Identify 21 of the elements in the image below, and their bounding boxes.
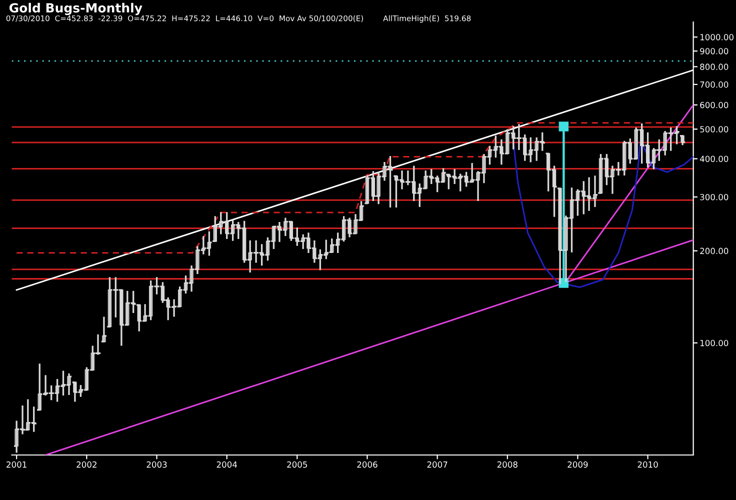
x-tick-label: 2003 — [146, 461, 167, 468]
y-tick-label: 700.00 — [700, 81, 728, 88]
y-tick-label: 600.00 — [700, 102, 728, 108]
x-tick-label: 2009 — [568, 461, 588, 468]
y-tick-label: 300.00 — [700, 194, 728, 200]
x-tick-label: 2001 — [6, 461, 26, 468]
x-tick-label: 2007 — [427, 461, 448, 468]
y-tick-label: 800.00 — [700, 64, 728, 70]
y-tick-label: 400.00 — [700, 156, 728, 162]
y-tick-label: 100.00 — [700, 340, 728, 346]
x-tick-label: 2010 — [638, 461, 658, 468]
y-tick-label: 1000.00 — [700, 34, 734, 40]
x-tick-label: 2002 — [76, 461, 96, 468]
y-tick-label: 900.00 — [700, 48, 728, 54]
x-tick-label: 2006 — [357, 461, 378, 468]
chart-title: Gold Bugs-Monthly — [9, 2, 142, 16]
x-tick-label: 2008 — [497, 461, 518, 468]
y-tick-label: 200.00 — [700, 248, 728, 254]
y-tick-label: 500.00 — [700, 126, 728, 132]
x-tick-label: 2005 — [287, 461, 308, 468]
x-tick-label: 2004 — [216, 461, 237, 468]
